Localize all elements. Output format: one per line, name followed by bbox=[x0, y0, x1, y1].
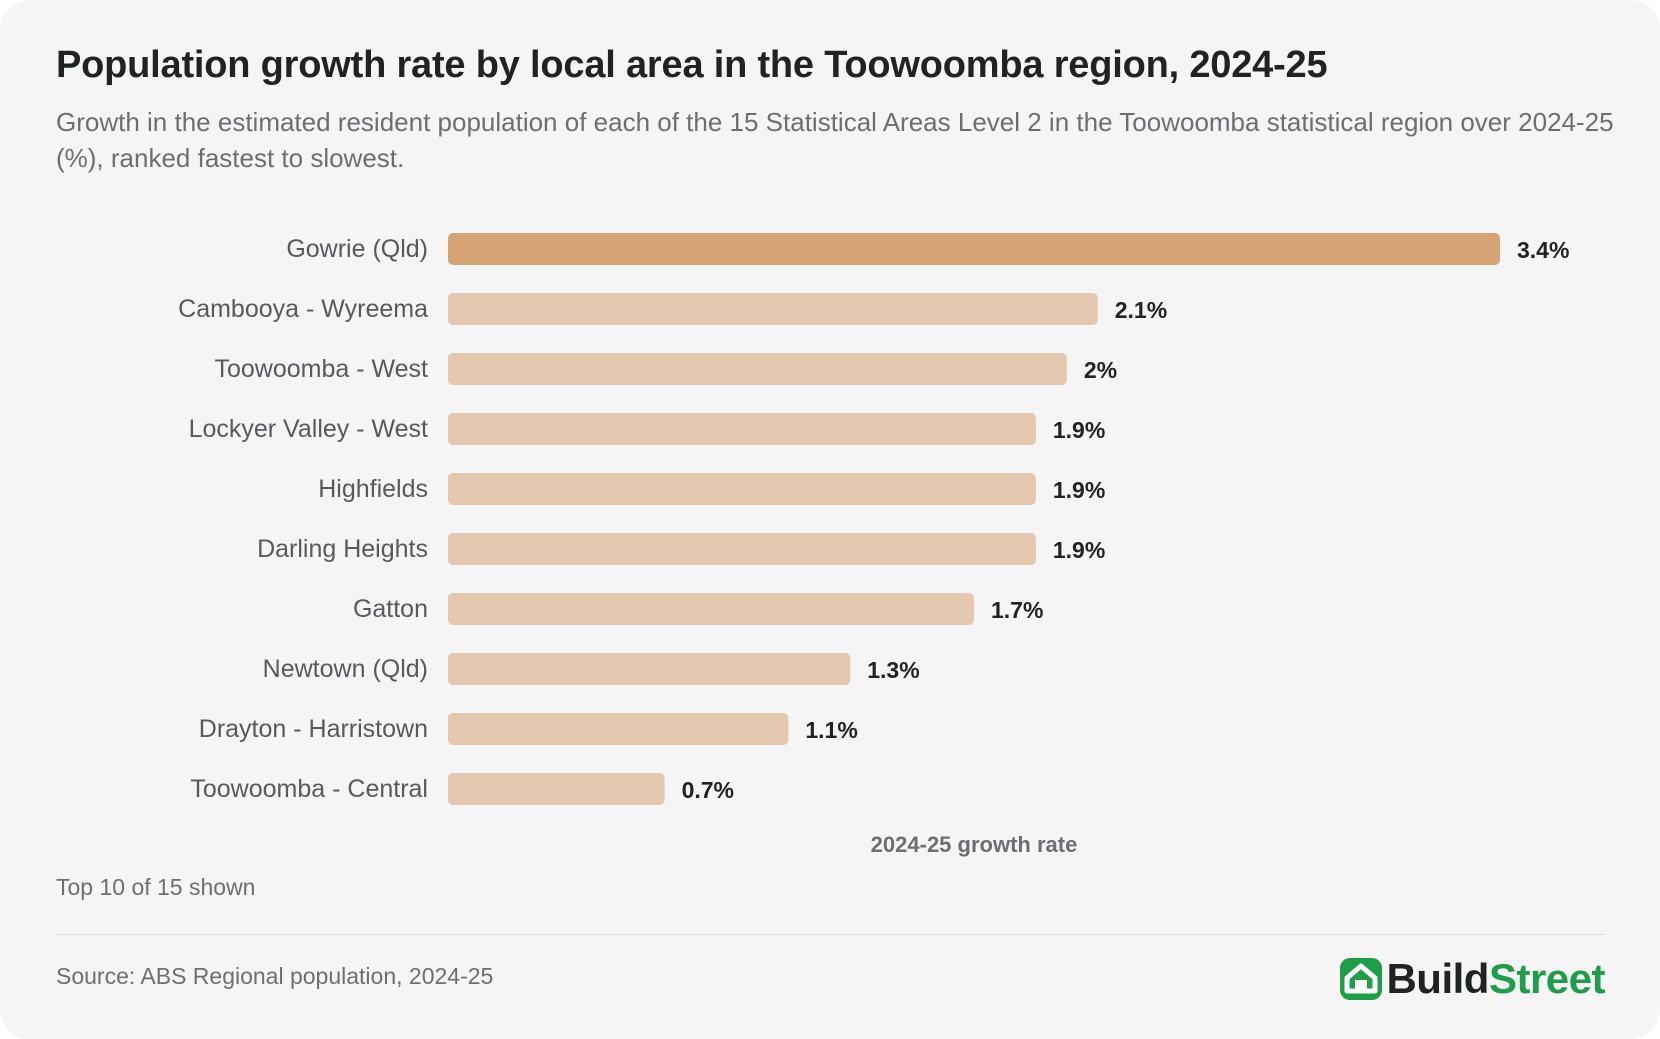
category-label: Toowoomba - Central bbox=[190, 775, 428, 803]
value-label: 1.9% bbox=[1053, 537, 1105, 563]
value-label: 1.3% bbox=[867, 657, 919, 683]
category-label: Gatton bbox=[353, 595, 428, 623]
bar-6 bbox=[448, 593, 974, 625]
value-label: 1.1% bbox=[805, 717, 857, 743]
bar-5 bbox=[448, 533, 1036, 565]
bar-9 bbox=[448, 773, 665, 805]
bar-1 bbox=[448, 293, 1098, 325]
category-label: Lockyer Valley - West bbox=[189, 415, 428, 443]
chart-note: Top 10 of 15 shown bbox=[56, 874, 256, 900]
x-axis-label: 2024-25 growth rate bbox=[871, 832, 1078, 857]
category-label: Toowoomba - West bbox=[214, 355, 428, 383]
bar-7 bbox=[448, 653, 851, 685]
category-label: Highfields bbox=[318, 475, 428, 503]
value-label: 2.1% bbox=[1115, 297, 1167, 323]
category-label: Darling Heights bbox=[257, 535, 428, 563]
brand-name-part2: Street bbox=[1488, 955, 1606, 1002]
category-label: Cambooya - Wyreema bbox=[178, 295, 428, 323]
house-icon bbox=[1340, 958, 1383, 1000]
category-label: Gowrie (Qld) bbox=[286, 235, 428, 263]
brand-name-part1: Build bbox=[1386, 955, 1489, 1002]
value-label: 2% bbox=[1084, 357, 1117, 383]
footer-divider bbox=[56, 934, 1605, 935]
chart-subtitle: Growth in the estimated resident populat… bbox=[56, 107, 1614, 173]
bar-0 bbox=[448, 233, 1500, 265]
category-label: Newtown (Qld) bbox=[263, 655, 428, 683]
brand-logo: BuildStreet bbox=[1340, 955, 1606, 1003]
value-label: 1.7% bbox=[991, 597, 1043, 623]
bar-2 bbox=[448, 353, 1067, 385]
value-label: 1.9% bbox=[1053, 417, 1105, 443]
bar-8 bbox=[448, 713, 789, 745]
bar-3 bbox=[448, 413, 1036, 445]
chart-title: Population growth rate by local area in … bbox=[56, 44, 1328, 86]
category-label: Drayton - Harristown bbox=[199, 715, 428, 743]
value-label: 0.7% bbox=[682, 777, 734, 803]
value-label: 1.9% bbox=[1053, 477, 1105, 503]
bar-4 bbox=[448, 473, 1036, 505]
source-text: Source: ABS Regional population, 2024-25 bbox=[56, 963, 494, 989]
value-label: 3.4% bbox=[1517, 237, 1569, 263]
